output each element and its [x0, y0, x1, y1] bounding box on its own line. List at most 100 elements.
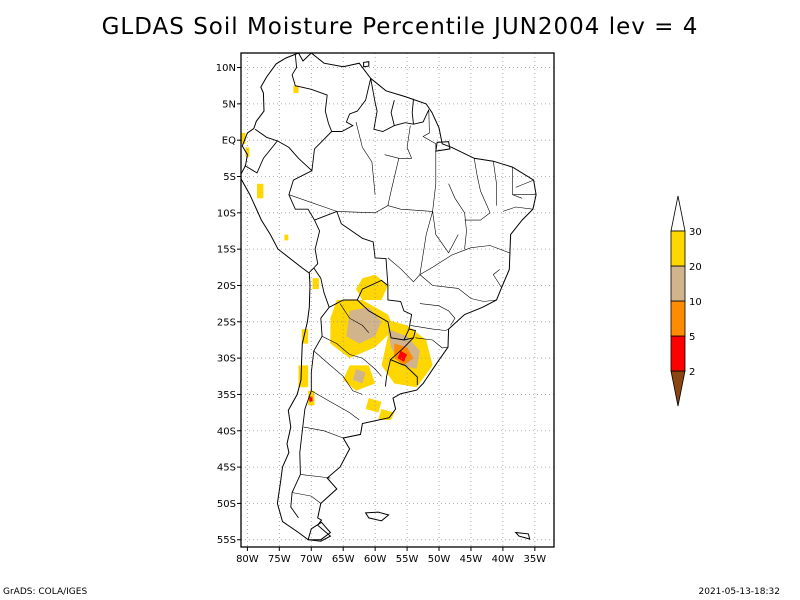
lon-tick-label: 60W — [364, 554, 387, 565]
state-border — [336, 205, 433, 214]
country-border — [331, 78, 372, 132]
lon-tick-label: 80W — [236, 554, 259, 565]
legend-level-label: 5 — [689, 332, 695, 343]
legend-arrow-high — [670, 195, 686, 232]
shaded-region-pct-5 — [309, 396, 313, 402]
shaded-region-pct-30 — [245, 147, 250, 157]
lon-tick-label: 65W — [332, 554, 355, 565]
country-border — [328, 279, 389, 308]
shaded-region-pct-30 — [284, 234, 289, 241]
percentile-shading — [241, 85, 433, 420]
state-border — [292, 492, 321, 504]
country-border — [390, 100, 395, 126]
legend-swatch — [670, 335, 686, 372]
country-border — [403, 328, 416, 341]
lon-tick-label: 70W — [300, 554, 323, 565]
legend-arrow-low — [670, 370, 686, 407]
shaded-region-pct-30 — [365, 398, 382, 413]
lat-tick-label: 40S — [217, 426, 236, 437]
legend-level-label: 20 — [689, 262, 702, 273]
shaded-region-pct-20 — [346, 307, 382, 344]
shaded-region-pct-30 — [257, 183, 264, 199]
country-border — [384, 359, 391, 387]
state-border — [502, 206, 533, 212]
lat-tick-label: 45S — [217, 463, 236, 474]
country-border — [314, 210, 389, 286]
state-border — [464, 212, 491, 221]
state-border — [384, 125, 413, 159]
state-border — [432, 143, 459, 254]
lat-tick-label: 10N — [216, 63, 236, 74]
shaded-region-pct-30 — [356, 274, 388, 300]
island-outline — [364, 511, 390, 522]
state-border — [311, 390, 360, 421]
state-border — [419, 274, 497, 302]
country-border — [244, 140, 278, 174]
lat-tick-label: 25S — [217, 317, 236, 328]
lat-tick-label: 15S — [217, 245, 236, 256]
state-border — [419, 303, 456, 326]
lat-tick-label: 5S — [223, 172, 236, 183]
state-border — [410, 325, 449, 331]
lat-tick-label: 50S — [217, 499, 236, 510]
lon-tick-label: 55W — [396, 554, 419, 565]
coastlines — [241, 53, 537, 542]
axis-ticks: 10N 5N EQ 5S 10S 15S 20S 25S 30S 35S 40S 45S 50S 55S8… — [216, 63, 546, 565]
legend-level-label: 2 — [689, 367, 695, 378]
country-border — [254, 128, 333, 172]
footer-timestamp: 2021-05-13-18:32 — [698, 587, 781, 597]
legend-swatch — [670, 230, 686, 267]
lat-tick-label: 55S — [217, 535, 236, 546]
legend-level-label: 10 — [689, 297, 702, 308]
state-border — [492, 269, 502, 288]
state-border — [288, 194, 337, 212]
legend-swatch — [670, 265, 686, 302]
country-border — [290, 267, 330, 519]
lat-tick-label: 30S — [217, 354, 236, 365]
lat-tick-label: 20S — [217, 281, 236, 292]
legend-level-label: 30 — [689, 227, 702, 238]
state-border — [387, 211, 433, 283]
lat-tick-label: 35S — [217, 390, 236, 401]
map-title: GLDAS Soil Moisture Percentile JUN2004 l… — [101, 14, 699, 40]
lat-lon-grid — [241, 53, 554, 547]
shaded-region-pct-30 — [312, 278, 319, 290]
lon-tick-label: 35W — [524, 554, 547, 565]
footer-credit: GrADS: COLA/IGES — [3, 587, 88, 597]
plot-frame — [240, 52, 555, 548]
lat-tick-label: 10S — [217, 208, 236, 219]
island-outline — [514, 531, 531, 540]
lon-tick-label: 50W — [428, 554, 451, 565]
state-border — [493, 161, 497, 206]
country-border — [288, 170, 321, 274]
country-border — [411, 98, 414, 125]
state-border — [355, 121, 376, 195]
lat-tick-label: EQ — [222, 136, 236, 147]
state-border — [313, 350, 363, 395]
state-border — [419, 245, 510, 275]
shaded-region-pct-20 — [352, 369, 366, 384]
shaded-region-pct-5 — [397, 350, 408, 362]
state-border — [303, 426, 344, 439]
country-border — [291, 54, 333, 132]
lon-tick-label: 45W — [460, 554, 483, 565]
state-border — [339, 303, 370, 333]
lon-tick-label: 75W — [268, 554, 291, 565]
state-border — [415, 337, 448, 349]
country-border — [370, 78, 430, 132]
island-outline — [307, 521, 332, 541]
continent-coastline — [241, 53, 537, 542]
state-border — [387, 158, 400, 206]
island-outline — [363, 61, 370, 68]
shaded-region-pct-30 — [378, 409, 395, 420]
lat-tick-label: 5N — [222, 99, 236, 110]
state-border — [422, 109, 436, 145]
lon-tick-label: 40W — [492, 554, 515, 565]
color-legend: 2 5 10 20 30 — [670, 195, 702, 407]
legend-swatch — [670, 300, 686, 337]
country-border — [389, 337, 418, 385]
state-border — [300, 474, 331, 479]
shaded-region-pct-30 — [293, 85, 299, 93]
state-border — [473, 158, 491, 213]
